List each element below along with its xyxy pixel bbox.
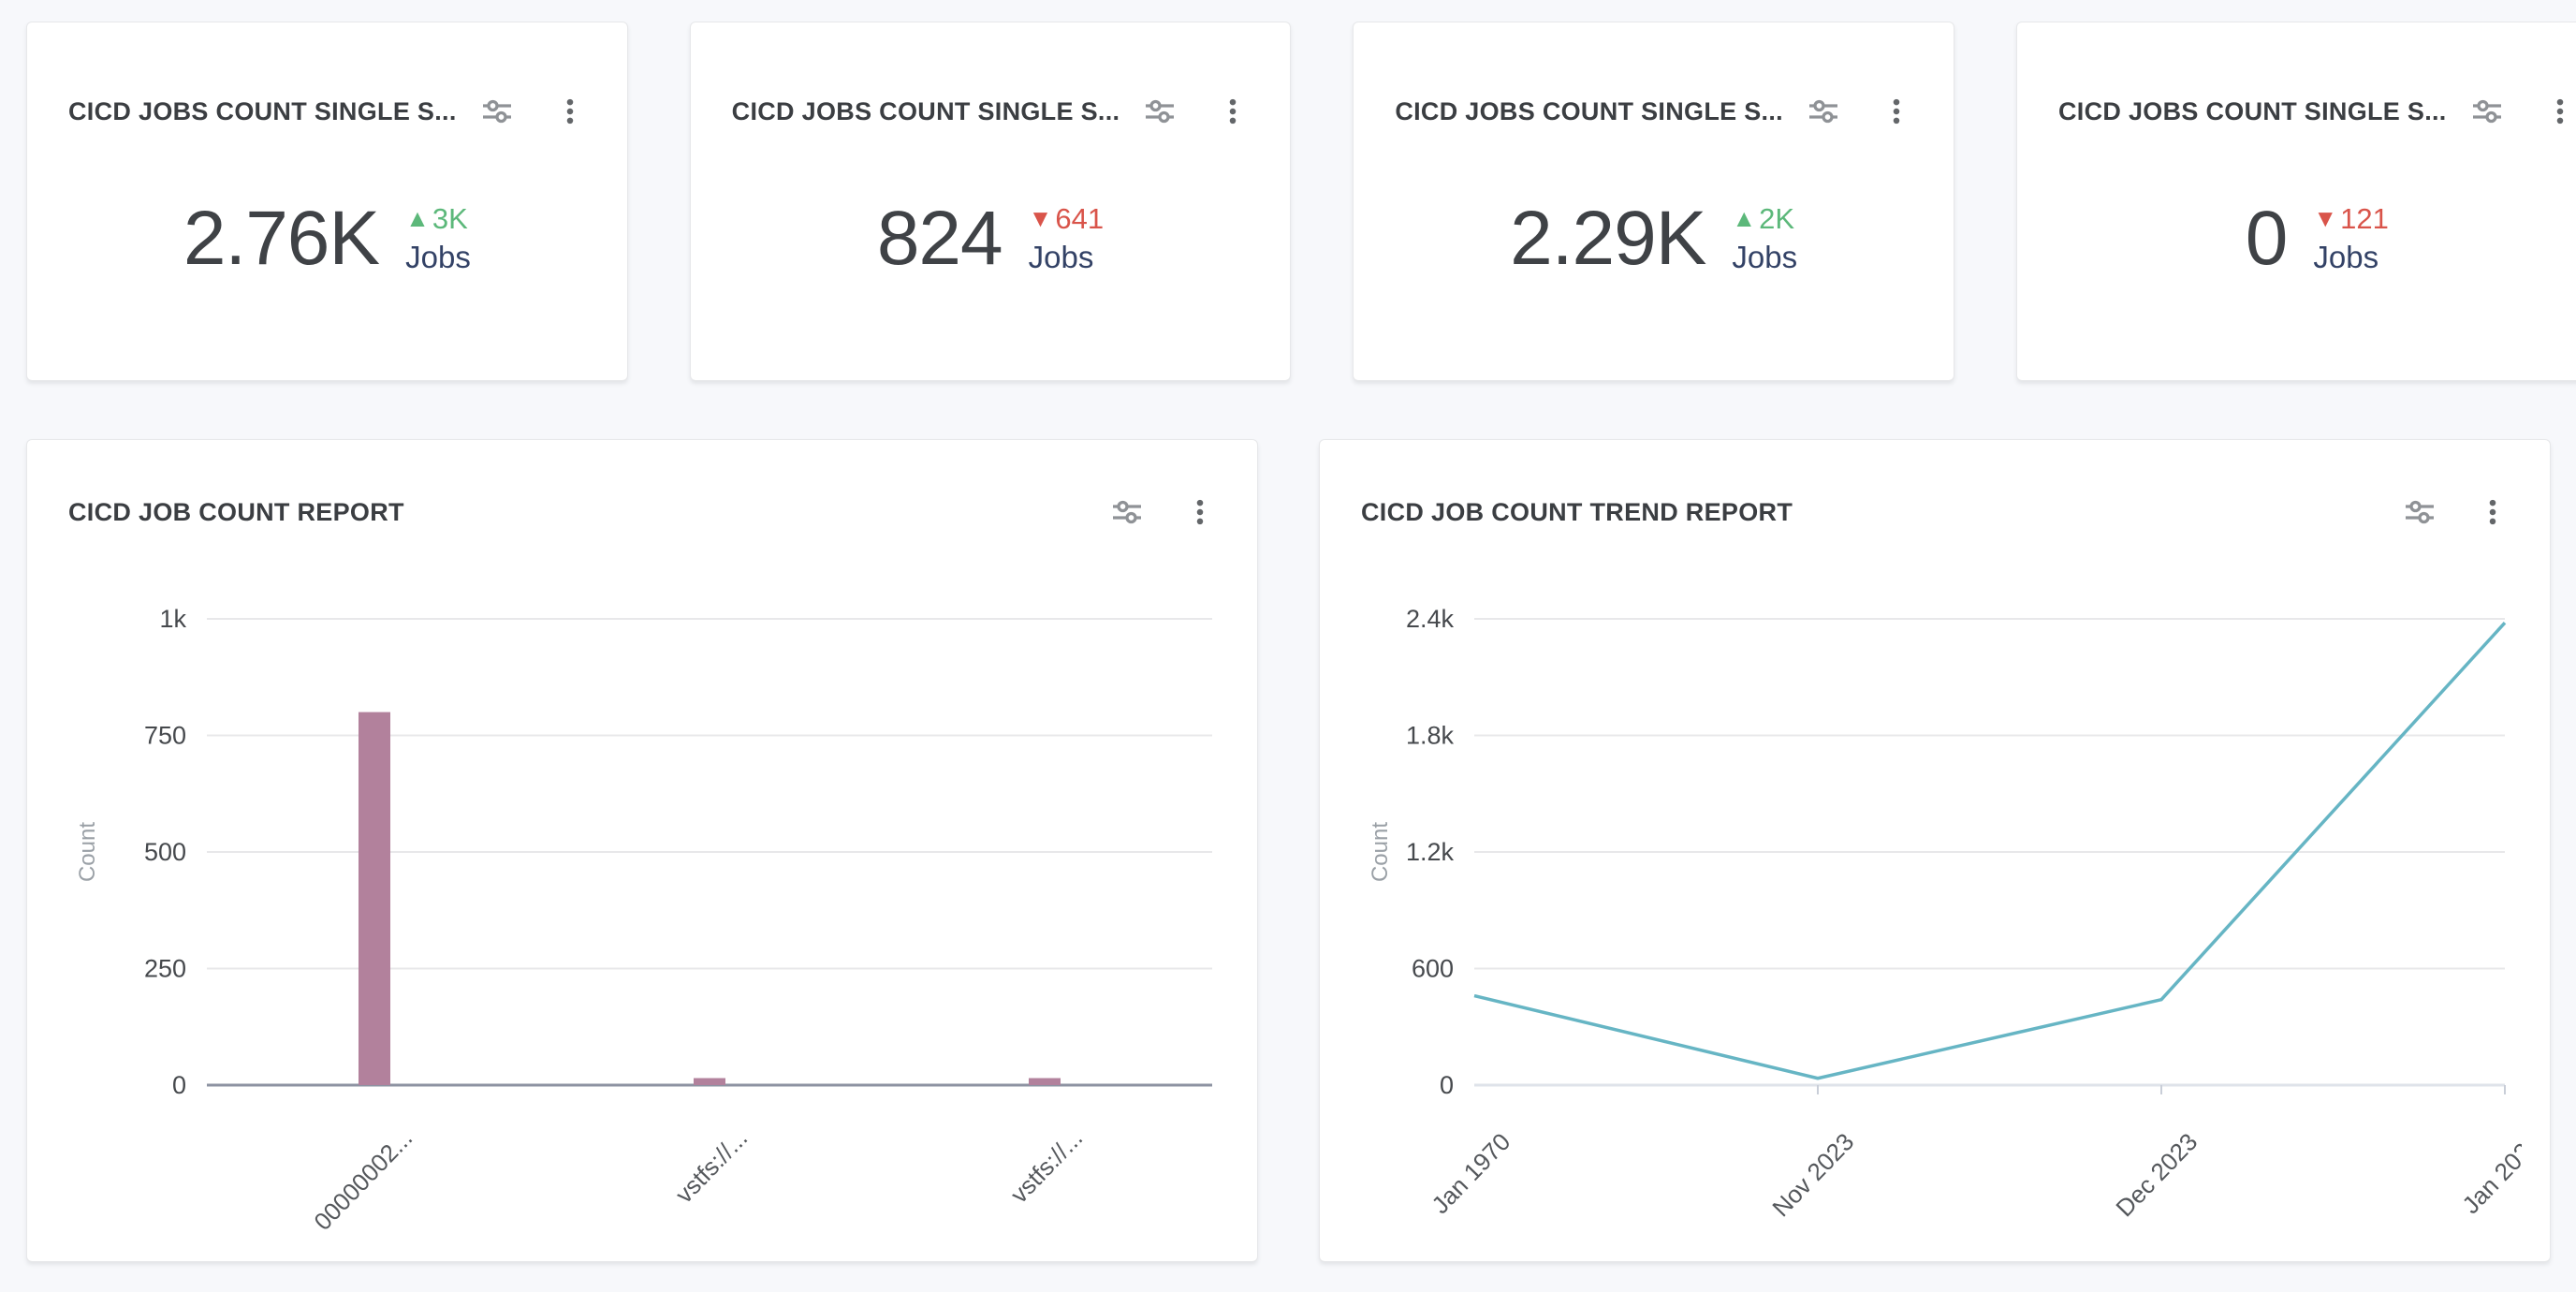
kpi-row: CICD JOBS COUNT SINGLE S... 2.76K ▲ 3K Jo… (26, 22, 2576, 381)
kpi-delta: ▼ 121 (2313, 202, 2388, 236)
kpi-side: ▲ 3K Jobs (405, 202, 471, 275)
svg-text:1.2k: 1.2k (1406, 838, 1455, 866)
svg-text:Count: Count (75, 822, 100, 882)
settings-icon[interactable] (2402, 494, 2437, 530)
chart-card-job-count-trend-report: CICD JOB COUNT TREND REPORT 0 600 1.2k 1.8k… (1319, 439, 2551, 1262)
settings-icon[interactable] (2469, 94, 2505, 129)
settings-icon[interactable] (1109, 494, 1145, 530)
kpi-card-title: CICD JOBS COUNT SINGLE S... (2057, 97, 2447, 125)
kpi-value: 2.76K (183, 196, 380, 281)
kpi-card-title: CICD JOBS COUNT SINGLE S... (731, 97, 1120, 125)
kebab-menu-icon[interactable] (2542, 94, 2576, 129)
svg-text:750: 750 (144, 722, 186, 750)
kebab-menu-icon[interactable] (552, 94, 588, 129)
svg-text:0: 0 (1440, 1071, 1454, 1099)
kpi-side: ▼ 641 Jobs (1029, 202, 1104, 275)
card-actions (2402, 494, 2510, 530)
kpi-card-4: CICD JOBS COUNT SINGLE S... 0 ▼ 121 Jobs (2015, 22, 2576, 381)
svg-text:vstfs://...: vstfs://... (1004, 1123, 1088, 1208)
kpi-card-3-header: CICD JOBS COUNT SINGLE S... (1354, 22, 1954, 129)
card-actions (2469, 94, 2576, 129)
kpi-body: 0 ▼ 121 Jobs (2017, 129, 2576, 380)
kpi-card-1: CICD JOBS COUNT SINGLE S... 2.76K ▲ 3K Jo… (26, 22, 628, 381)
chart-title: CICD JOB COUNT TREND REPORT (1361, 498, 1793, 526)
kpi-side: ▼ 121 Jobs (2313, 202, 2388, 275)
delta-arrow-icon: ▲ (1732, 204, 1757, 233)
delta-arrow-icon: ▲ (405, 204, 430, 233)
svg-text:0: 0 (172, 1071, 186, 1099)
kpi-delta: ▼ 641 (1029, 202, 1104, 236)
settings-icon[interactable] (479, 94, 515, 129)
svg-text:500: 500 (144, 838, 186, 866)
bar-chart: 0 250 500 750 1k Count 00000002... vstfs://... v… (55, 552, 1229, 1244)
kpi-value: 0 (2245, 196, 2289, 281)
svg-text:vstfs://...: vstfs://... (669, 1123, 753, 1208)
kebab-menu-icon[interactable] (2475, 494, 2510, 530)
kpi-unit: Jobs (1028, 239, 1094, 274)
chart-row: CICD JOB COUNT REPORT 0 250 500 750 1k Count 0… (26, 439, 2551, 1262)
kpi-unit: Jobs (2313, 239, 2379, 274)
kpi-delta: ▲ 3K (405, 202, 471, 236)
svg-text:1k: 1k (159, 605, 186, 633)
chart-title: CICD JOB COUNT REPORT (68, 498, 404, 526)
kpi-body: 2.29K ▲ 2K Jobs (1354, 129, 1954, 380)
kebab-menu-icon[interactable] (1215, 94, 1251, 129)
kpi-card-3: CICD JOBS COUNT SINGLE S... 2.29K ▲ 2K Jo… (1353, 22, 1954, 381)
kebab-menu-icon[interactable] (1182, 494, 1218, 530)
svg-text:Jan 1970: Jan 1970 (1426, 1127, 1515, 1219)
kpi-value: 824 (876, 196, 1003, 281)
svg-text:Jan 2024: Jan 2024 (2456, 1127, 2522, 1219)
kpi-delta-value: 121 (2340, 202, 2389, 236)
kpi-body: 824 ▼ 641 Jobs (691, 129, 1291, 380)
chart-card-header: CICD JOB COUNT REPORT (27, 440, 1257, 530)
svg-text:00000002...: 00000002... (308, 1123, 417, 1236)
kpi-side: ▲ 2K Jobs (1732, 202, 1797, 275)
kpi-delta-value: 641 (1055, 202, 1105, 236)
kpi-delta-value: 2K (1759, 202, 1795, 236)
kpi-unit: Jobs (405, 239, 471, 274)
kpi-unit: Jobs (1732, 239, 1798, 274)
kpi-card-2-header: CICD JOBS COUNT SINGLE S... (691, 22, 1291, 129)
kpi-value: 2.29K (1510, 196, 1706, 281)
chart-card-job-count-report: CICD JOB COUNT REPORT 0 250 500 750 1k Count 0… (26, 439, 1258, 1262)
kpi-body: 2.76K ▲ 3K Jobs (27, 129, 627, 380)
chart-card-header: CICD JOB COUNT TREND REPORT (1320, 440, 2550, 530)
kpi-card-4-header: CICD JOBS COUNT SINGLE S... (2017, 22, 2576, 129)
svg-text:Nov 2023: Nov 2023 (1766, 1127, 1859, 1222)
kpi-card-1-header: CICD JOBS COUNT SINGLE S... (27, 22, 627, 129)
svg-text:1.8k: 1.8k (1406, 722, 1455, 750)
card-actions (1806, 94, 1914, 129)
kpi-delta: ▲ 2K (1732, 202, 1797, 236)
card-actions (1109, 494, 1218, 530)
kpi-delta-value: 3K (432, 202, 468, 236)
svg-text:600: 600 (1412, 955, 1454, 983)
kpi-card-2: CICD JOBS COUNT SINGLE S... 824 ▼ 641 Job… (689, 22, 1292, 381)
svg-text:250: 250 (144, 955, 186, 983)
svg-text:Dec 2023: Dec 2023 (2110, 1127, 2203, 1222)
card-actions (1142, 94, 1251, 129)
svg-text:Count: Count (1368, 822, 1393, 882)
settings-icon[interactable] (1142, 94, 1178, 129)
card-actions (479, 94, 588, 129)
kebab-menu-icon[interactable] (1879, 94, 1914, 129)
kpi-card-title: CICD JOBS COUNT SINGLE S... (1395, 97, 1783, 125)
svg-text:2.4k: 2.4k (1406, 605, 1455, 633)
settings-icon[interactable] (1806, 94, 1841, 129)
line-chart: 0 600 1.2k 1.8k 2.4k Count Jan 1970 Nov 2023 Dec… (1348, 552, 2522, 1244)
delta-arrow-icon: ▼ (1028, 204, 1053, 233)
dashboard: CICD JOBS COUNT SINGLE S... 2.76K ▲ 3K Jo… (26, 22, 2576, 1262)
delta-arrow-icon: ▼ (2313, 204, 2338, 233)
kpi-card-title: CICD JOBS COUNT SINGLE S... (68, 97, 457, 125)
